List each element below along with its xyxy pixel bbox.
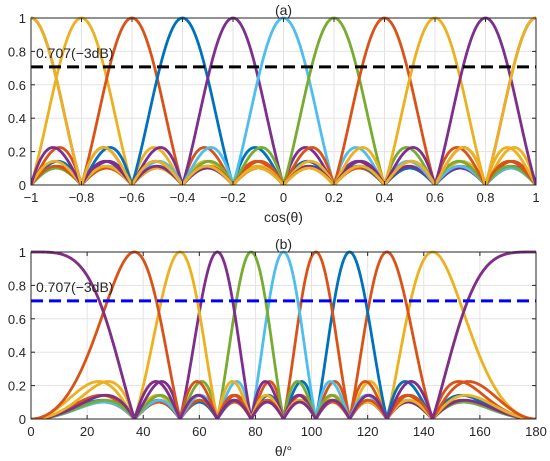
- y-tick-label: 1: [19, 11, 26, 26]
- beam-line-11: [31, 250, 536, 419]
- x-tick-label: 0.8: [476, 190, 494, 205]
- x-tick-label: 140: [413, 424, 435, 439]
- x-tick-label: 0.6: [426, 190, 444, 205]
- panel-label: (b): [275, 236, 292, 252]
- axes-frame: [30, 251, 537, 420]
- y-tick-label: 0.2: [8, 379, 26, 394]
- y-tick-label: 1: [19, 245, 26, 260]
- beam-line-11: [31, 16, 536, 185]
- panel-b: 0.707(−3dB) (b) 0 20 40 60 80 100 120 140 160 180 0 0…: [8, 236, 547, 459]
- beam-line-10: [31, 250, 536, 419]
- x-tick-label: 0: [280, 190, 287, 205]
- y-tick-label: 0.4: [8, 345, 26, 360]
- beam-line-2: [31, 250, 536, 419]
- threshold-label: 0.707(−3dB): [36, 45, 113, 61]
- y-tick-label: 0.6: [8, 312, 26, 327]
- x-tick-label: −1: [24, 190, 39, 205]
- threshold-label: 0.707(−3dB): [36, 279, 113, 295]
- x-axis-label: θ/°: [275, 443, 292, 459]
- x-tick-label: −0.8: [69, 190, 95, 205]
- beam-line-9: [31, 16, 536, 185]
- x-tick-label: 80: [248, 424, 262, 439]
- x-tick-label: 100: [301, 424, 323, 439]
- x-tick-label: −0.4: [170, 190, 196, 205]
- y-tick-label: 0.2: [8, 145, 26, 160]
- beam-line-8: [31, 250, 536, 419]
- panel-label: (a): [275, 2, 292, 18]
- panel-a: 0.707(−3dB) (a) −1 −0.8 −0.6 −0.4 −0.2 0 0.2 0.4 0…: [8, 2, 540, 225]
- x-tick-label: 40: [136, 424, 150, 439]
- y-tick-label: 0.8: [8, 44, 26, 59]
- x-tick-label: 120: [357, 424, 379, 439]
- beam-series-group: [31, 16, 536, 185]
- y-tick-label: 0.4: [8, 111, 26, 126]
- x-tick-label: 20: [80, 424, 94, 439]
- x-tick-label: 60: [192, 424, 206, 439]
- beam-line-3: [31, 250, 536, 419]
- x-tick-label: −0.2: [220, 190, 246, 205]
- x-tick-label: 160: [469, 424, 491, 439]
- x-tick-label: 0: [27, 424, 34, 439]
- y-tick-label: 0: [19, 178, 26, 193]
- beam-line-9: [31, 250, 536, 419]
- beam-line-10: [31, 16, 536, 185]
- beam-line-2: [31, 16, 536, 185]
- y-tick-label: 0.8: [8, 278, 26, 293]
- beam-line-5: [31, 16, 536, 185]
- x-tick-label: 1: [532, 190, 539, 205]
- x-tick-label: 0.2: [325, 190, 343, 205]
- y-tick-label: 0.6: [8, 78, 26, 93]
- x-tick-label: 0.4: [375, 190, 393, 205]
- y-tick-label: 0: [19, 412, 26, 427]
- x-tick-label: 180: [525, 424, 547, 439]
- x-axis-label: cos(θ): [264, 209, 303, 225]
- x-tick-label: −0.6: [119, 190, 145, 205]
